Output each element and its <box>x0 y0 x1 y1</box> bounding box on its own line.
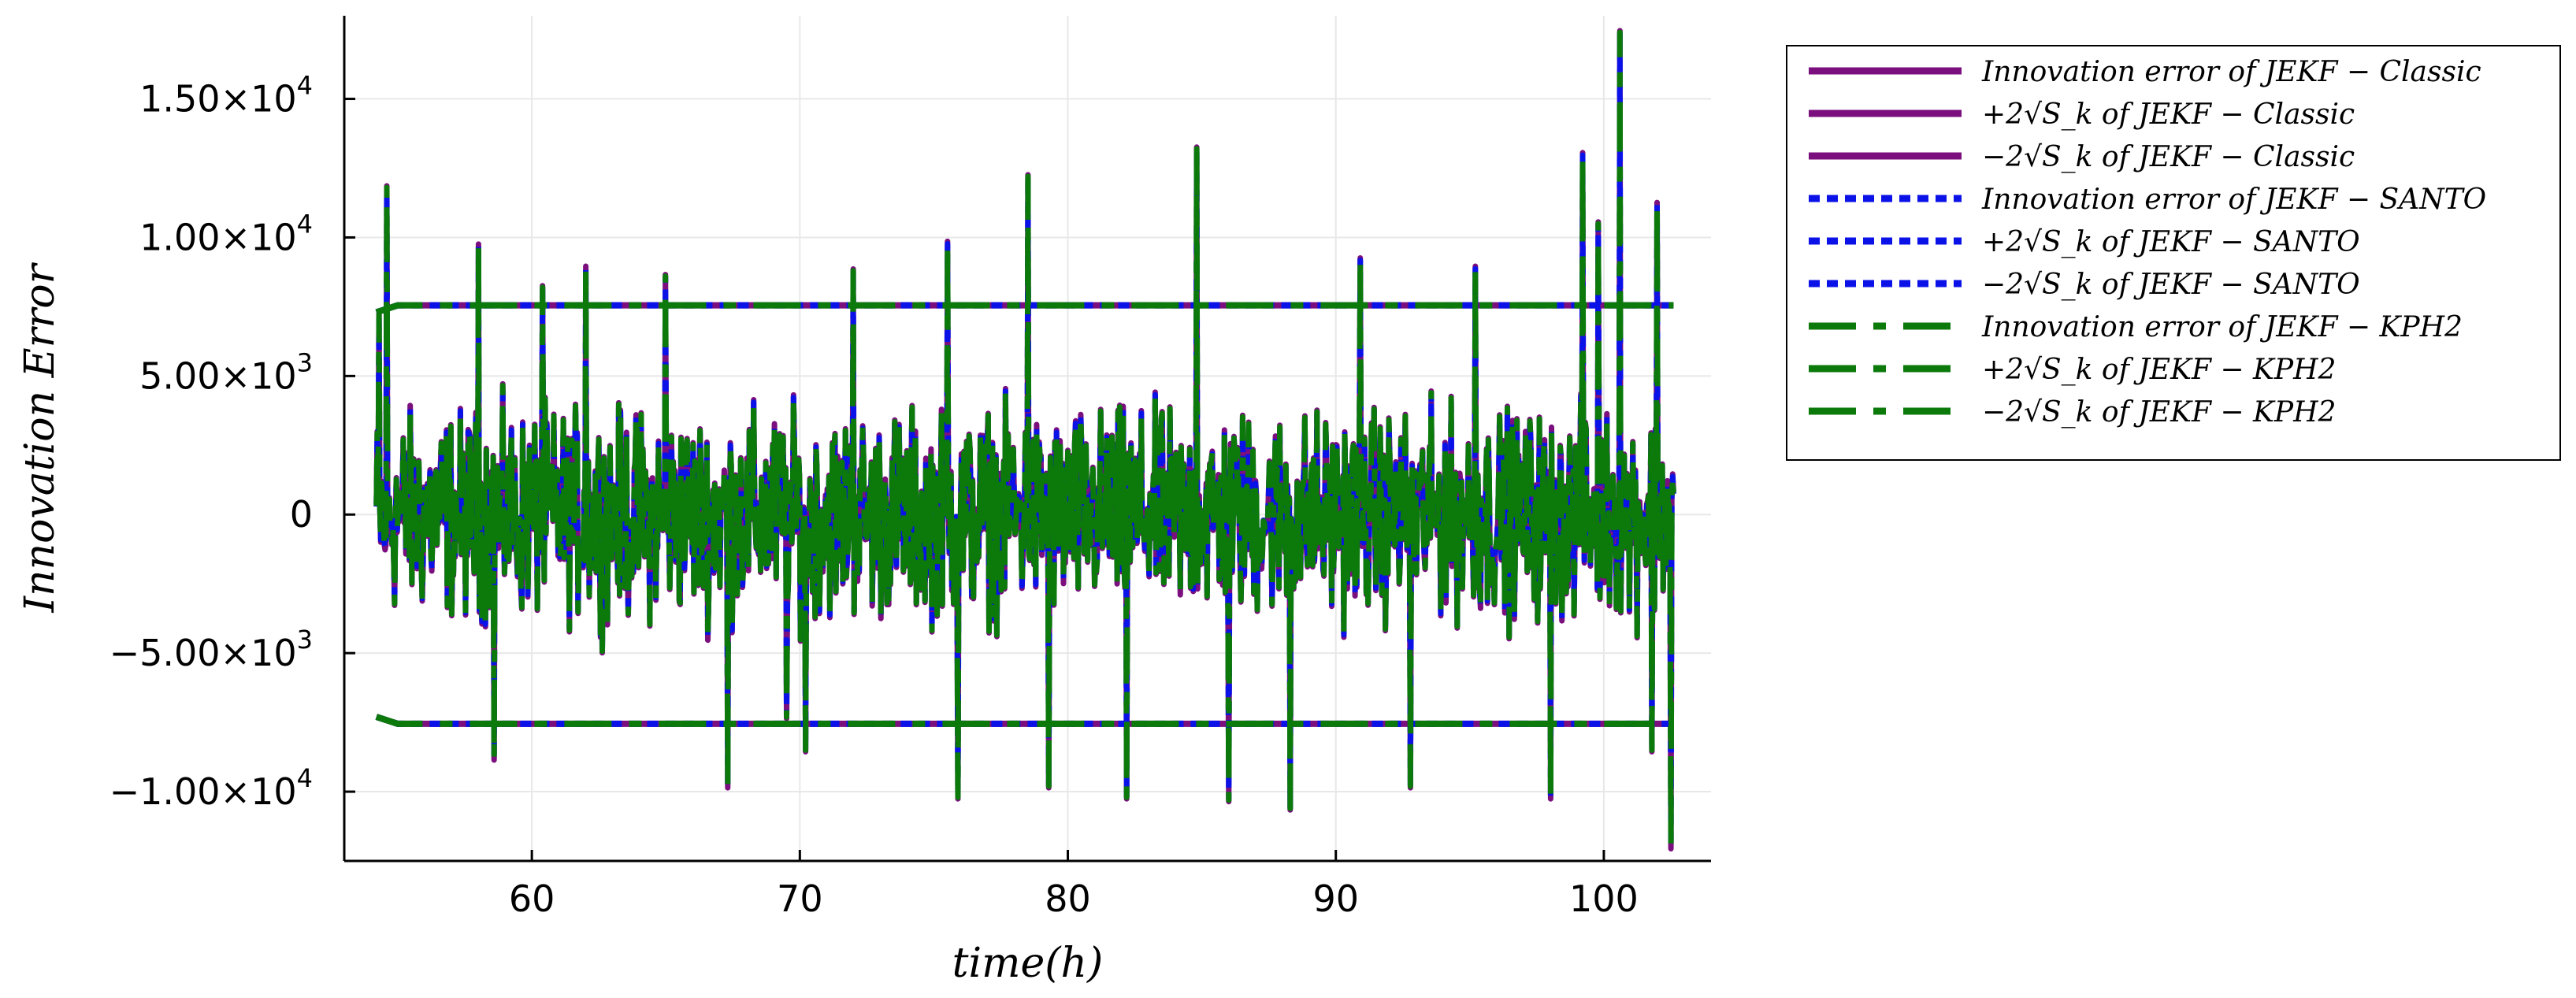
legend-label: +2√S_k of JEKF − Classic <box>1982 98 2355 131</box>
plot-area <box>373 28 1676 851</box>
x-tick-label: 80 <box>1045 877 1091 920</box>
legend-label: −2√S_k of JEKF − KPH2 <box>1982 396 2336 429</box>
y-tick-exponent: 4 <box>297 71 313 101</box>
y-tick-exponent: 4 <box>297 763 313 793</box>
y-tick-exponent: 3 <box>297 347 313 377</box>
y-tick-mantissa: 0 <box>290 493 313 536</box>
axes: 60 70 80 90 100−1.00×104−5.00×10305.00×1031.… <box>109 16 1711 920</box>
y-tick-exponent: 4 <box>297 209 313 239</box>
legend-label: Innovation error of JEKF − KPH2 <box>1981 311 2463 343</box>
y-tick-label: −1.00×104 <box>109 763 313 813</box>
legend: Innovation error of JEKF − Classic +2√S_k… <box>1786 45 2561 461</box>
series-line-kph2-innovation <box>373 29 1676 850</box>
y-tick-exponent: 3 <box>297 625 313 655</box>
legend-label: +2√S_k of JEKF − KPH2 <box>1982 354 2336 386</box>
series-line-kph2-lower <box>375 714 1674 727</box>
legend-label: Innovation error of JEKF − Classic <box>1981 56 2481 88</box>
y-tick-label: 0 <box>290 493 313 536</box>
y-tick-label: −5.00×103 <box>109 625 313 674</box>
y-tick-mantissa: −5.00×10 <box>109 632 297 674</box>
y-tick-label: 1.50×104 <box>139 71 313 121</box>
x-tick-label: 90 <box>1312 877 1359 920</box>
series-line-kph2-upper <box>375 302 1674 316</box>
legend-label: −2√S_k of JEKF − Classic <box>1982 141 2355 173</box>
y-axis-title: Innovation Error <box>17 262 64 613</box>
x-tick-label: 70 <box>777 877 823 920</box>
y-tick-label: 5.00×103 <box>139 347 313 397</box>
y-tick-mantissa: 1.00×10 <box>139 216 297 258</box>
y-tick-mantissa: 1.50×10 <box>139 78 297 121</box>
y-tick-label: 1.00×104 <box>139 209 313 258</box>
legend-label: +2√S_k of JEKF − SANTO <box>1982 226 2360 258</box>
legend-label: Innovation error of JEKF − SANTO <box>1981 184 2486 216</box>
x-tick-label: 100 <box>1569 877 1639 920</box>
y-tick-mantissa: −1.00×10 <box>109 770 297 813</box>
x-axis-title: time(h) <box>952 940 1104 987</box>
x-tick-label: 60 <box>509 877 555 920</box>
y-tick-mantissa: 5.00×10 <box>139 354 297 397</box>
legend-label: −2√S_k of JEKF − SANTO <box>1982 269 2360 301</box>
